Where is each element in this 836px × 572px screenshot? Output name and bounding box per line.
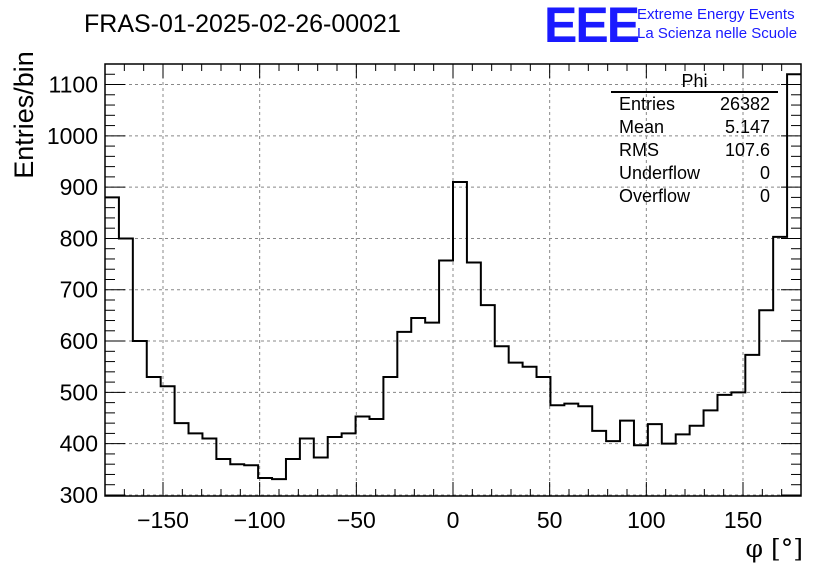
x-tick-label: 0 [447, 507, 460, 533]
x-tick-label: 50 [537, 507, 563, 533]
y-axis-ticks: 300 400 500 600 700 800 900 1000 1100 [47, 63, 801, 508]
x-tick-label: −150 [137, 507, 189, 533]
stats-value: 0 [759, 163, 770, 183]
stats-row: Overflow 0 [611, 185, 778, 208]
x-tick-label: −50 [337, 507, 376, 533]
eee-logo: EEE [544, 0, 640, 53]
stats-label: Mean [619, 117, 665, 137]
logo-caption-line2: La Scienza nelle Scuole [637, 25, 798, 42]
stats-row: Entries 26382 [611, 93, 778, 116]
stats-title: Phi [611, 71, 778, 93]
plot-title: FRAS-01-2025-02-26-00021 [84, 10, 401, 38]
y-tick-label: 900 [60, 174, 98, 200]
stats-value: 5.147 [724, 117, 770, 137]
y-tick-label: 1100 [49, 72, 98, 98]
y-axis-label: Entries/bin [9, 51, 39, 179]
logo-caption: Extreme Energy Events La Scienza nelle S… [637, 5, 797, 43]
x-tick-label: 100 [627, 507, 665, 533]
stats-label: Overflow [619, 186, 691, 206]
y-tick-label: 500 [60, 379, 98, 405]
stats-row: Underflow 0 [611, 162, 778, 185]
stats-value: 0 [759, 186, 770, 206]
y-tick-label: 800 [60, 225, 98, 251]
x-axis-label: φ [°] [746, 534, 803, 563]
y-tick-label: 600 [60, 328, 98, 354]
x-axis-ticks: −150 −100 −50 0 50 100 150 [104, 64, 802, 533]
stats-label: RMS [619, 140, 659, 160]
logo-caption-line1: Extreme Energy Events [637, 6, 795, 23]
histogram-outline [105, 73, 801, 481]
y-tick-label: 400 [60, 431, 98, 457]
y-tick-label: 700 [60, 277, 98, 303]
grid-lines [105, 64, 801, 496]
x-tick-label: −100 [234, 507, 286, 533]
stats-label: Entries [619, 94, 676, 114]
stats-value: 107.6 [724, 140, 770, 160]
stats-label: Underflow [619, 163, 701, 183]
stats-box: Phi Entries 26382 Mean 5.147 RMS 107.6 U… [611, 71, 778, 208]
stats-row: RMS 107.6 [611, 139, 778, 162]
y-tick-label: 1000 [47, 123, 98, 149]
y-tick-label: 300 [60, 482, 98, 508]
stats-row: Mean 5.147 [611, 116, 778, 139]
x-tick-label: 150 [724, 507, 762, 533]
stats-value: 26382 [719, 94, 770, 114]
